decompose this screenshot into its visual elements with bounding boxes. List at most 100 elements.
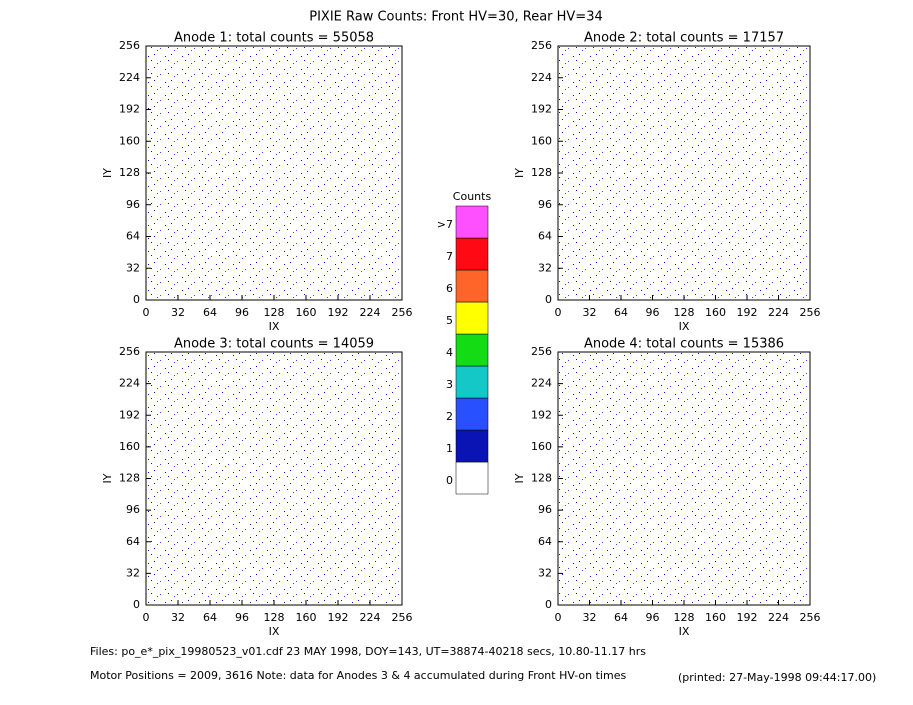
panel-title: Anode 4: total counts = 15386 — [584, 337, 784, 352]
x-tick-label: 32 — [583, 611, 597, 624]
y-tick-label: 96 — [126, 503, 140, 516]
y-tick-label: 128 — [531, 472, 552, 485]
y-tick-label: 224 — [531, 71, 552, 84]
colorbar-swatch — [455, 461, 489, 495]
x-tick-label: 256 — [800, 611, 821, 624]
y-tick-label: 128 — [531, 166, 552, 179]
y-tick-label: 160 — [531, 440, 552, 453]
y-tick-label: 160 — [119, 440, 140, 453]
y-tick-label: 192 — [119, 408, 140, 421]
panel-title: Anode 2: total counts = 17157 — [584, 31, 784, 46]
colorbar-label: 3 — [446, 378, 453, 391]
y-tick-label: 224 — [119, 71, 140, 84]
x-axis-label: IX — [269, 625, 280, 638]
x-axis-label: IX — [679, 625, 690, 638]
y-tick-label: 0 — [133, 598, 140, 611]
x-tick-label: 128 — [264, 611, 285, 624]
x-tick-label: 0 — [555, 611, 562, 624]
y-tick-label: 224 — [531, 377, 552, 390]
footer-files: Files: po_e*_pix_19980523_v01.cdf 23 MAY… — [90, 645, 646, 658]
y-tick-label: 224 — [119, 377, 140, 390]
panel-title: Anode 3: total counts = 14059 — [174, 337, 374, 352]
colorbar-title: Counts — [453, 190, 492, 203]
panel-title: Anode 1: total counts = 55058 — [174, 31, 374, 46]
x-tick-label: 224 — [360, 306, 381, 319]
y-tick-label: 96 — [538, 198, 552, 211]
x-tick-label: 96 — [646, 306, 660, 319]
x-tick-label: 128 — [674, 306, 695, 319]
x-tick-label: 192 — [328, 611, 349, 624]
colorbar-label: 6 — [446, 282, 453, 295]
colorbar-label: 1 — [446, 442, 453, 455]
x-tick-label: 64 — [614, 611, 628, 624]
y-tick-label: 32 — [126, 566, 140, 579]
x-tick-label: 0 — [143, 611, 150, 624]
x-tick-label: 256 — [392, 611, 413, 624]
y-tick-label: 64 — [538, 230, 552, 243]
y-axis-label: IY — [513, 473, 526, 483]
x-tick-label: 128 — [674, 611, 695, 624]
colorbar-swatch — [455, 237, 489, 271]
x-tick-label: 64 — [203, 611, 217, 624]
y-tick-label: 128 — [119, 166, 140, 179]
x-tick-label: 192 — [737, 306, 758, 319]
y-tick-label: 128 — [119, 472, 140, 485]
colorbar-swatch — [455, 205, 489, 239]
y-axis-label: IY — [513, 168, 526, 178]
y-tick-label: 64 — [126, 535, 140, 548]
x-tick-label: 64 — [614, 306, 628, 319]
colorbar-label: 4 — [446, 346, 453, 359]
y-tick-label: 0 — [133, 293, 140, 306]
page-title: PIXIE Raw Counts: Front HV=30, Rear HV=3… — [309, 10, 603, 25]
y-tick-label: 256 — [531, 39, 552, 52]
y-tick-label: 192 — [119, 103, 140, 116]
x-tick-label: 0 — [555, 306, 562, 319]
x-tick-label: 0 — [143, 306, 150, 319]
y-tick-label: 64 — [126, 230, 140, 243]
y-tick-label: 96 — [126, 198, 140, 211]
colorbar-swatch — [455, 333, 489, 367]
x-tick-label: 64 — [203, 306, 217, 319]
y-tick-label: 256 — [119, 345, 140, 358]
x-tick-label: 96 — [235, 611, 249, 624]
x-axis-label: IX — [679, 320, 690, 333]
y-axis-label: IY — [101, 473, 114, 483]
x-tick-label: 192 — [328, 306, 349, 319]
colorbar-label: 2 — [446, 410, 453, 423]
y-tick-label: 32 — [126, 261, 140, 274]
x-tick-label: 128 — [264, 306, 285, 319]
x-axis-label: IX — [269, 320, 280, 333]
colorbar-swatch — [455, 301, 489, 335]
y-tick-label: 160 — [119, 134, 140, 147]
colorbar-label: 0 — [446, 474, 453, 487]
y-tick-label: 160 — [531, 134, 552, 147]
x-tick-label: 32 — [171, 611, 185, 624]
x-tick-label: 160 — [296, 306, 317, 319]
x-tick-label: 256 — [392, 306, 413, 319]
y-tick-label: 192 — [531, 103, 552, 116]
y-tick-label: 32 — [538, 566, 552, 579]
colorbar-label: 7 — [446, 250, 453, 263]
x-tick-label: 160 — [296, 611, 317, 624]
y-tick-label: 0 — [545, 598, 552, 611]
colorbar-label: >7 — [437, 218, 453, 231]
y-tick-label: 0 — [545, 293, 552, 306]
footer-printed: (printed: 27-May-1998 09:44:17.00) — [678, 671, 876, 684]
colorbar-swatch — [455, 397, 489, 431]
y-tick-label: 192 — [531, 408, 552, 421]
x-tick-label: 192 — [737, 611, 758, 624]
x-tick-label: 96 — [646, 611, 660, 624]
colorbar-swatch — [455, 365, 489, 399]
x-tick-label: 224 — [360, 611, 381, 624]
heatmap-texture — [558, 352, 810, 605]
x-tick-label: 32 — [583, 306, 597, 319]
x-tick-label: 224 — [768, 611, 789, 624]
y-tick-label: 256 — [119, 39, 140, 52]
y-tick-label: 256 — [531, 345, 552, 358]
y-tick-label: 64 — [538, 535, 552, 548]
x-tick-label: 160 — [705, 611, 726, 624]
colorbar-label: 5 — [446, 314, 453, 327]
colorbar-swatch — [455, 429, 489, 463]
colorbar-swatch — [455, 269, 489, 303]
